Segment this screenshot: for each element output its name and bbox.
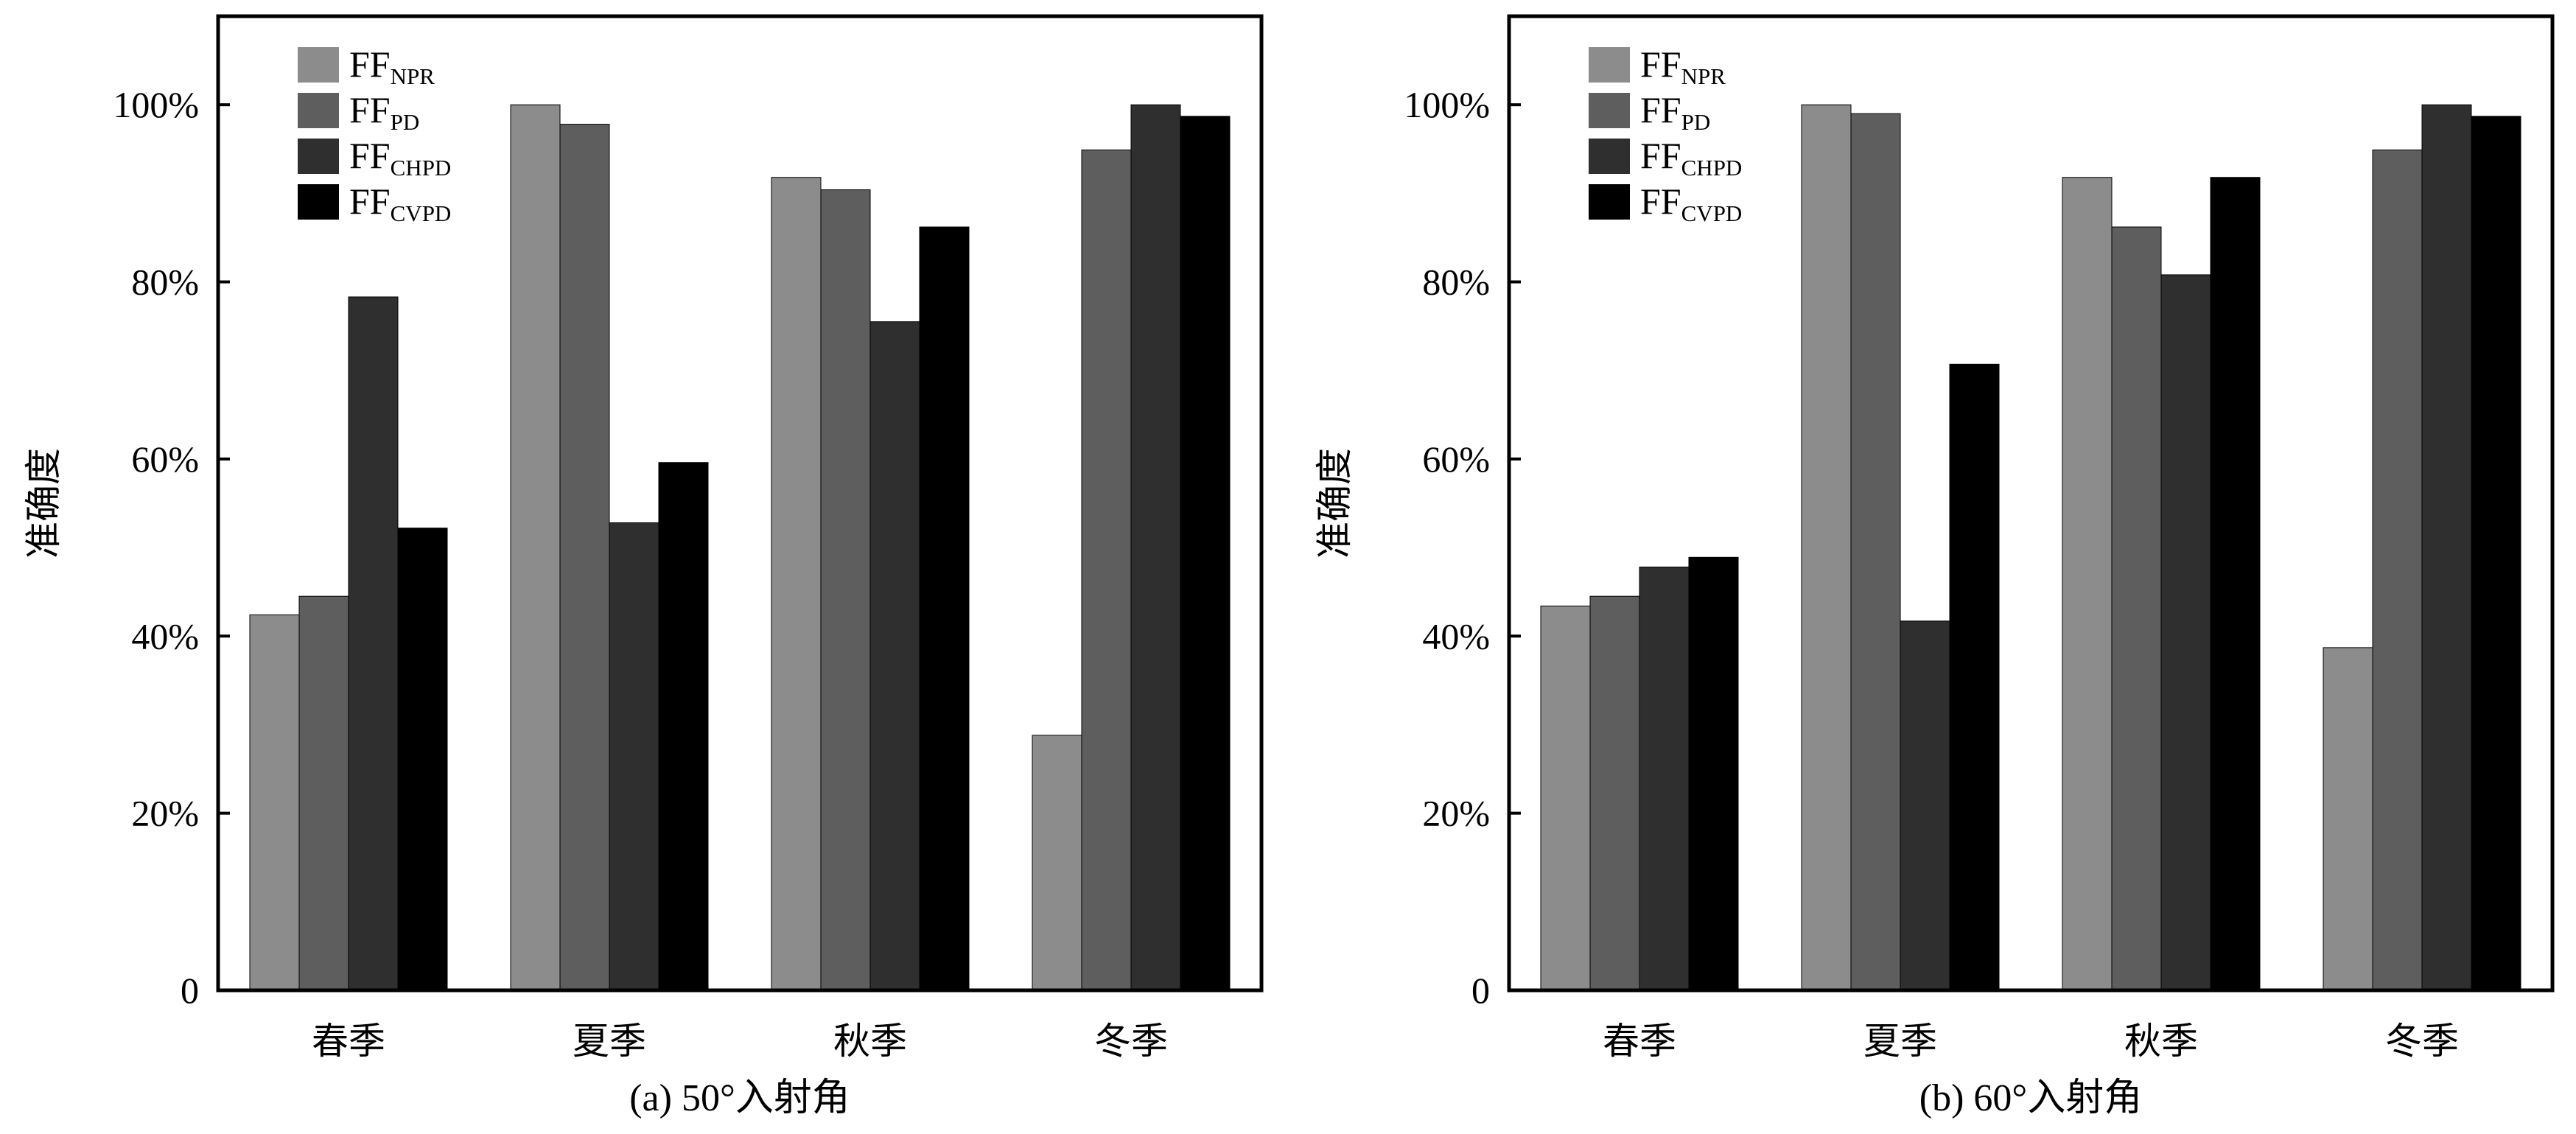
- legend-label-main: FF: [349, 135, 391, 176]
- legend-swatch-pd: [1589, 93, 1630, 128]
- legend-label-pd: FFPD: [349, 89, 419, 135]
- bar-cvpd-1: [658, 462, 709, 991]
- legend-label-subscript: CHPD: [391, 155, 452, 181]
- bar-pd-0: [298, 595, 349, 991]
- bar-cvpd-0: [397, 528, 448, 991]
- legend-swatch-pd: [298, 93, 339, 128]
- legend-label-subscript: NPR: [1681, 63, 1726, 89]
- legend-label-subscript: PD: [391, 109, 420, 135]
- y-tick-label: 60%: [131, 438, 199, 480]
- legend-label-chpd: FFCHPD: [1640, 135, 1742, 181]
- bar-cvpd-2: [2210, 177, 2261, 991]
- x-tick-label: 春季: [1603, 1020, 1676, 1063]
- legend-label-subscript: CHPD: [1681, 155, 1743, 181]
- legend-label-main: FF: [349, 89, 391, 130]
- bar-chpd-3: [1130, 104, 1181, 991]
- legend-label-main: FF: [349, 43, 391, 85]
- y-tick-label: 100%: [1404, 84, 1490, 125]
- bar-npr-1: [510, 104, 561, 991]
- x-tick-label: 秋季: [2124, 1020, 2198, 1063]
- bar-chpd-1: [1900, 620, 1950, 991]
- bar-pd-0: [1589, 595, 1640, 991]
- legend-swatch-cvpd: [1589, 184, 1630, 220]
- legend-swatch-npr: [1589, 47, 1630, 83]
- y-tick-label: 0: [181, 970, 199, 1011]
- legend-label-main: FF: [1640, 181, 1681, 222]
- bar-chpd-1: [609, 522, 659, 991]
- panel-caption: (b) 60°入射角: [1919, 1077, 2142, 1119]
- legend-label-cvpd: FFCVPD: [1640, 181, 1742, 226]
- y-axis-label: 准确度: [1313, 448, 1356, 559]
- y-tick-label: 80%: [1422, 262, 1490, 303]
- bar-chpd-2: [869, 321, 920, 991]
- legend-label-main: FF: [1640, 43, 1681, 85]
- legend-swatch-chpd: [298, 139, 339, 174]
- legend-label-subscript: CVPD: [1681, 200, 1743, 226]
- bar-chpd-0: [348, 296, 399, 991]
- legend-label-npr: FFNPR: [349, 43, 435, 89]
- legend-label-cvpd: FFCVPD: [349, 181, 451, 226]
- legend-label-chpd: FFCHPD: [349, 135, 451, 181]
- y-tick-label: 40%: [1422, 615, 1490, 657]
- legend-label-main: FF: [349, 181, 391, 222]
- legend-label-pd: FFPD: [1640, 89, 1710, 135]
- bar-npr-3: [1032, 735, 1082, 991]
- bar-chpd-0: [1639, 567, 1690, 991]
- legend-swatch-chpd: [1589, 139, 1630, 174]
- plot-frame: [216, 14, 1264, 993]
- bar-cvpd-2: [919, 226, 970, 991]
- y-tick-label: 40%: [131, 615, 199, 657]
- y-tick-label: 20%: [1422, 793, 1490, 834]
- y-tick-label: 80%: [131, 262, 199, 303]
- bar-pd-3: [1081, 149, 1132, 991]
- bar-chpd-2: [2160, 274, 2211, 991]
- y-tick-label: 20%: [131, 793, 199, 834]
- bar-npr-0: [1540, 605, 1591, 991]
- legend-label-main: FF: [1640, 135, 1681, 176]
- y-axis-label: 准确度: [22, 448, 65, 559]
- x-tick-label: 春季: [312, 1020, 385, 1063]
- bar-npr-1: [1801, 104, 1852, 991]
- legend-label-subscript: NPR: [391, 63, 435, 89]
- plot-frame: [1507, 14, 2555, 993]
- bar-pd-1: [559, 124, 610, 991]
- bar-npr-2: [771, 177, 822, 991]
- bar-pd-2: [820, 189, 871, 991]
- legend-swatch-cvpd: [298, 184, 339, 220]
- legend-swatch-npr: [298, 47, 339, 83]
- y-tick-label: 60%: [1422, 438, 1490, 480]
- bar-npr-3: [2323, 647, 2373, 991]
- legend-label-subscript: CVPD: [391, 200, 452, 226]
- bar-pd-2: [2111, 226, 2162, 991]
- chart-panel-a: 0 20% 40% 60% 80% 100% 春季 夏季 秋季 冬季 准确度 (a) 50°入射角 FF…: [22, 14, 1264, 1119]
- legend-label-npr: FFNPR: [1640, 43, 1726, 89]
- x-tick-label: 冬季: [2385, 1020, 2459, 1063]
- y-tick-label: 100%: [113, 84, 199, 125]
- bar-cvpd-3: [1180, 116, 1231, 991]
- bar-cvpd-1: [1949, 363, 2000, 991]
- y-tick-label: 0: [1471, 970, 1490, 1011]
- bar-pd-3: [2372, 149, 2423, 991]
- bar-npr-2: [2062, 177, 2113, 991]
- bar-chpd-3: [2421, 104, 2472, 991]
- x-tick-label: 夏季: [1863, 1020, 1937, 1063]
- legend-label-subscript: PD: [1681, 109, 1711, 135]
- bar-pd-1: [1850, 113, 1901, 991]
- x-tick-label: 夏季: [573, 1020, 646, 1063]
- panel-caption: (a) 50°入射角: [629, 1077, 850, 1119]
- chart-panel-b: 0 20% 40% 60% 80% 100% 春季 夏季 秋季 冬季 准确度 (b) 60°入射角 FF…: [1313, 14, 2555, 1119]
- bar-cvpd-0: [1688, 556, 1739, 991]
- bar-cvpd-3: [2471, 116, 2521, 991]
- x-tick-label: 冬季: [1094, 1020, 1168, 1063]
- legend-label-main: FF: [1640, 89, 1681, 130]
- x-tick-label: 秋季: [833, 1020, 907, 1063]
- bar-npr-0: [249, 614, 300, 991]
